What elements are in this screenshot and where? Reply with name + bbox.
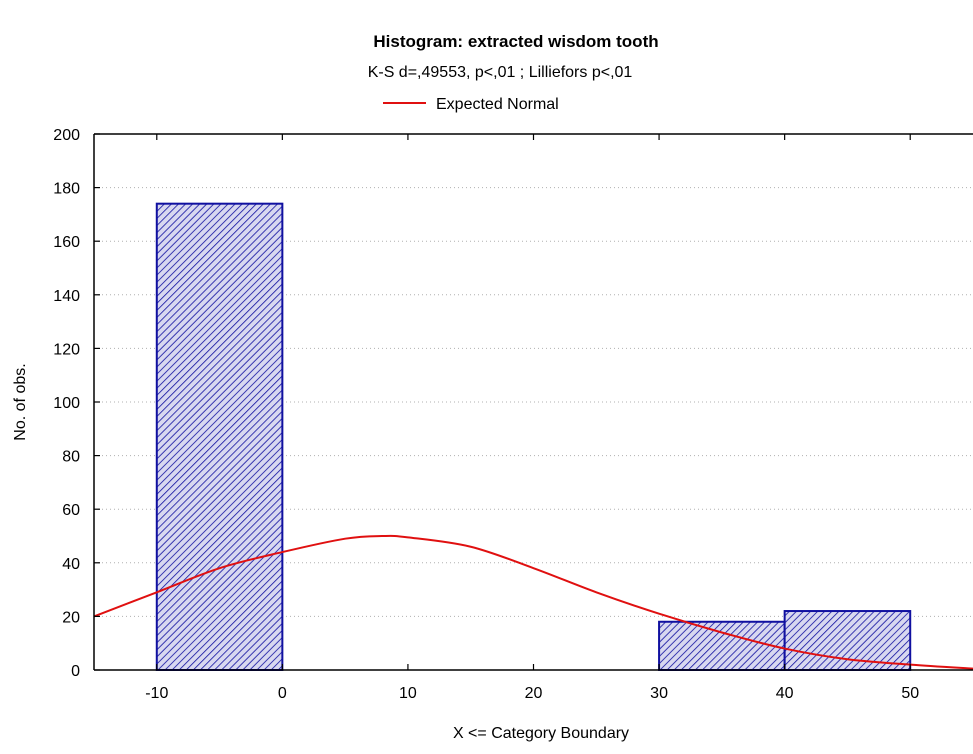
legend-label-expected-normal: Expected Normal [436,96,559,113]
x-tick-label: 30 [650,685,668,702]
y-tick-label: 160 [53,234,80,251]
x-tick-label: 10 [399,685,417,702]
y-tick-label: 120 [53,341,80,358]
y-tick-label: 60 [62,502,80,519]
legend: Expected Normal [383,96,559,113]
histogram-bar [155,202,284,671]
chart-title: Histogram: extracted wisdom tooth [373,32,658,51]
histogram-bar [783,610,912,671]
y-tick-label: 140 [53,288,80,305]
x-axis-ticks: -10 0 10 20 30 40 50 [145,134,919,702]
y-tick-label: 100 [53,395,80,412]
y-tick-label: 40 [62,556,80,573]
y-tick-label: 20 [62,609,80,626]
x-tick-label: 40 [776,685,794,702]
y-tick-label: 180 [53,181,80,198]
x-tick-label: 50 [901,685,919,702]
x-axis-label: X <= Category Boundary [453,725,629,742]
y-axis-ticks: 0 20 40 60 80 100 120 140 160 180 200 [53,127,100,680]
x-tick-label: -10 [145,685,168,702]
y-axis-label: No. of obs. [12,363,29,440]
y-tick-label: 80 [62,449,80,466]
bars [155,202,912,672]
x-tick-label: 20 [525,685,543,702]
histogram-bar [658,620,786,672]
expected-normal-curve [93,534,973,670]
chart-subtitle: K-S d=,49553, p<,01 ; Lilliefors p<,01 [368,64,633,81]
y-tick-label: 200 [53,127,80,144]
expected-normal-curve-group [93,534,973,670]
x-tick-label: 0 [278,685,287,702]
y-tick-label: 0 [71,663,80,680]
